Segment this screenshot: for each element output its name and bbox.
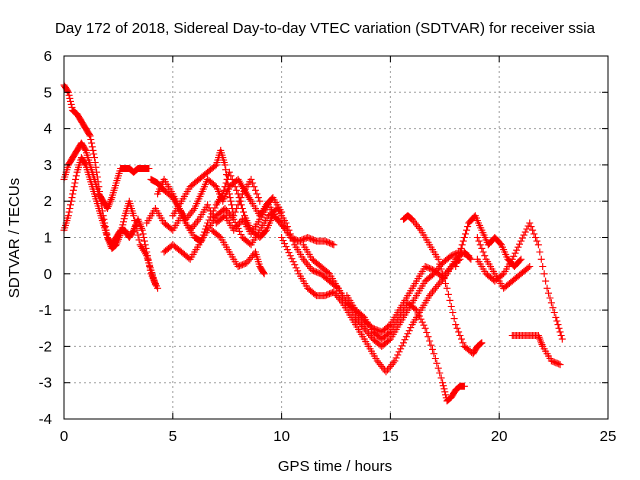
series-markers — [473, 234, 534, 292]
x-tick-label: 20 — [491, 428, 508, 445]
y-tick-label: 1 — [44, 230, 52, 247]
series-markers — [160, 205, 290, 263]
y-tick-label: 2 — [44, 193, 52, 210]
series-arc-14 — [343, 292, 468, 405]
y-tick-label: 4 — [44, 121, 52, 138]
series-arc-16 — [452, 212, 525, 270]
series-markers — [452, 212, 525, 270]
series-markers — [400, 212, 486, 358]
series-markers — [208, 226, 268, 278]
x-tick-label: 15 — [382, 428, 399, 445]
series-arc-9 — [208, 226, 268, 278]
x-tick-label: 25 — [600, 428, 617, 445]
y-tick-label: 5 — [44, 84, 52, 101]
series-arc-17 — [473, 219, 566, 343]
y-tick-label: -4 — [39, 411, 52, 428]
series-arc-7 — [160, 205, 290, 263]
y-tick-label: -1 — [39, 302, 52, 319]
series-markers — [473, 219, 566, 343]
y-tick-label: -2 — [39, 338, 52, 355]
y-axis-label: SDTVAR / TECUs — [6, 178, 23, 298]
series-arc-8 — [169, 146, 264, 220]
series-arc-18 — [473, 234, 534, 292]
data-points — [60, 81, 566, 405]
x-tick-label: 5 — [169, 428, 177, 445]
series-markers — [343, 292, 468, 405]
chart-title: Day 172 of 2018, Sidereal Day-to-day VTE… — [55, 20, 596, 37]
series-arc-6 — [154, 168, 294, 245]
series-arc-19 — [508, 332, 564, 369]
series-arc-12 — [286, 234, 338, 249]
y-tick-label: 3 — [44, 157, 52, 174]
axes: 0 5 10 15 20 25 -4 -3 -2 -1 0 1 2 3 4 5 6 — [39, 48, 617, 445]
series-arc-15 — [400, 212, 486, 358]
x-tick-label: 10 — [273, 428, 290, 445]
y-tick-label: 0 — [44, 266, 52, 283]
series-markers — [286, 234, 338, 249]
series-arc-5 — [143, 201, 290, 238]
series-markers — [154, 168, 294, 245]
x-axis-label: GPS time / hours — [278, 458, 392, 475]
y-tick-label: -3 — [39, 375, 52, 392]
series-markers — [143, 201, 290, 238]
x-tick-label: 0 — [60, 428, 68, 445]
series-markers — [169, 146, 264, 220]
series-markers — [508, 332, 564, 369]
y-tick-label: 6 — [44, 48, 52, 65]
